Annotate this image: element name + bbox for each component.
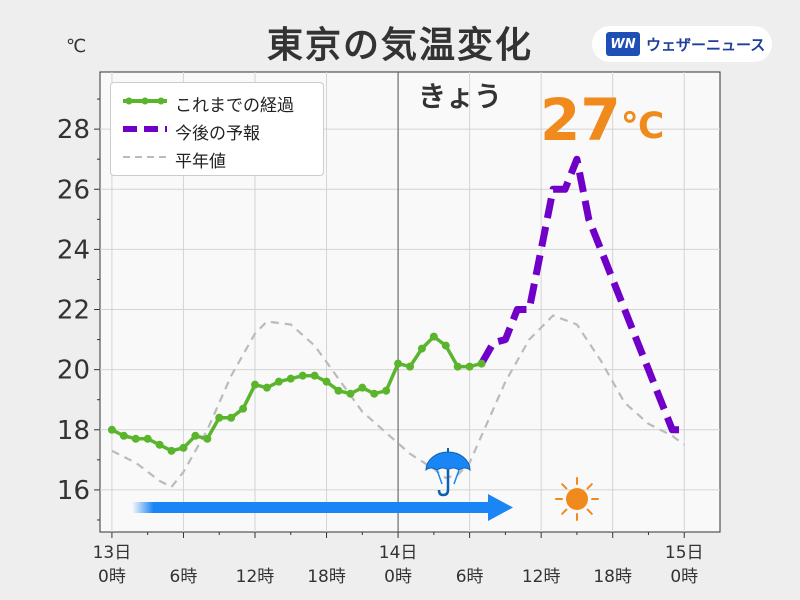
y-tick-label: 26 bbox=[57, 175, 90, 205]
x-tick-time-label: 6時 bbox=[170, 567, 198, 587]
wn-logo-mark: WN bbox=[606, 32, 640, 56]
max-temp-unit: ℃ bbox=[621, 106, 665, 147]
observed-point bbox=[143, 434, 152, 443]
legend-item-normal: 平年値 bbox=[111, 145, 323, 172]
observed-point bbox=[453, 362, 462, 371]
logo-text: ウェザーニュース bbox=[646, 35, 766, 54]
x-axis: 13日 0時 6時 12時 18時 14日 0時 6時 12時 18時 15日 0時 bbox=[93, 532, 704, 587]
observed-point bbox=[310, 371, 319, 380]
umbrella-icon bbox=[425, 448, 471, 497]
x-tick-time-label: 12時 bbox=[522, 567, 561, 587]
x-tick-time-label: 0時 bbox=[384, 567, 412, 587]
observed-point bbox=[274, 377, 283, 386]
observed-point bbox=[227, 413, 236, 422]
forecast-series bbox=[478, 155, 685, 434]
observed-point bbox=[417, 344, 426, 353]
y-tick-label: 20 bbox=[57, 356, 90, 386]
observed-point bbox=[179, 443, 188, 452]
legend-swatch-forecast bbox=[123, 126, 167, 132]
today-label: きょう bbox=[418, 80, 502, 113]
observed-point bbox=[262, 383, 271, 392]
sun-icon bbox=[555, 477, 599, 521]
observed-point bbox=[406, 362, 414, 371]
max-temp-value: 27 bbox=[540, 86, 621, 154]
y-tick-label: 22 bbox=[57, 296, 90, 326]
observed-point bbox=[394, 359, 403, 368]
x-tick-date-label: 13日 bbox=[93, 543, 132, 563]
chart-title: 東京の気温変化 bbox=[266, 25, 533, 66]
observed-point bbox=[465, 362, 474, 371]
legend-label-observed: これまでの経過 bbox=[175, 96, 294, 116]
max-temp-label: 27℃ bbox=[540, 86, 664, 154]
x-tick-date-label: 15日 bbox=[665, 543, 704, 563]
observed-point bbox=[131, 434, 140, 443]
x-tick-time-label: 18時 bbox=[593, 567, 632, 587]
normal-line bbox=[111, 314, 685, 489]
legend-swatch-observed bbox=[123, 97, 167, 105]
observed-point bbox=[322, 377, 331, 386]
observed-point bbox=[382, 386, 391, 395]
observed-point bbox=[334, 386, 343, 395]
observed-point bbox=[239, 404, 248, 413]
observed-point bbox=[441, 341, 450, 350]
forecast-line bbox=[478, 155, 685, 434]
y-axis-unit: ℃ bbox=[66, 36, 87, 57]
x-tick-date-label: 14日 bbox=[379, 543, 418, 563]
chart-legend: これまでの経過 今後の予報 平年値 bbox=[110, 82, 324, 176]
y-tick-label: 16 bbox=[57, 476, 90, 506]
observed-point bbox=[167, 446, 176, 455]
observed-point bbox=[358, 383, 367, 392]
legend-label-forecast: 今後の予報 bbox=[175, 124, 260, 144]
normal-series bbox=[111, 314, 685, 489]
x-tick-time-label: 12時 bbox=[236, 567, 275, 587]
observed-point bbox=[119, 431, 128, 440]
x-tick-time-label: 0時 bbox=[670, 567, 698, 587]
observed-point bbox=[191, 431, 200, 440]
x-tick-time-label: 6時 bbox=[456, 567, 484, 587]
legend-label-normal: 平年値 bbox=[175, 152, 226, 172]
y-axis: 16 18 20 22 24 26 28 bbox=[57, 98, 100, 521]
rain-period-arrow bbox=[132, 494, 513, 521]
observed-point bbox=[298, 371, 307, 380]
observed-point bbox=[215, 413, 224, 422]
observed-series bbox=[107, 332, 486, 455]
y-tick-label: 18 bbox=[57, 416, 90, 446]
y-tick-label: 28 bbox=[57, 115, 90, 145]
observed-point bbox=[155, 440, 164, 449]
weathernews-logo: WN ウェザーニュース bbox=[592, 26, 772, 62]
observed-point bbox=[477, 359, 486, 368]
observed-point bbox=[370, 389, 379, 398]
observed-point bbox=[251, 380, 259, 389]
x-tick-time-label: 18時 bbox=[307, 567, 346, 587]
legend-swatch-normal bbox=[123, 156, 167, 158]
observed-point bbox=[286, 374, 295, 383]
legend-item-observed: これまでの経過 bbox=[111, 89, 323, 116]
observed-point bbox=[107, 425, 116, 434]
observed-point bbox=[429, 332, 438, 341]
observed-point bbox=[203, 434, 212, 443]
x-tick-time-label: 0時 bbox=[98, 567, 126, 587]
legend-item-forecast: 今後の予報 bbox=[111, 117, 323, 144]
y-tick-label: 24 bbox=[57, 235, 90, 265]
observed-point bbox=[346, 389, 355, 398]
